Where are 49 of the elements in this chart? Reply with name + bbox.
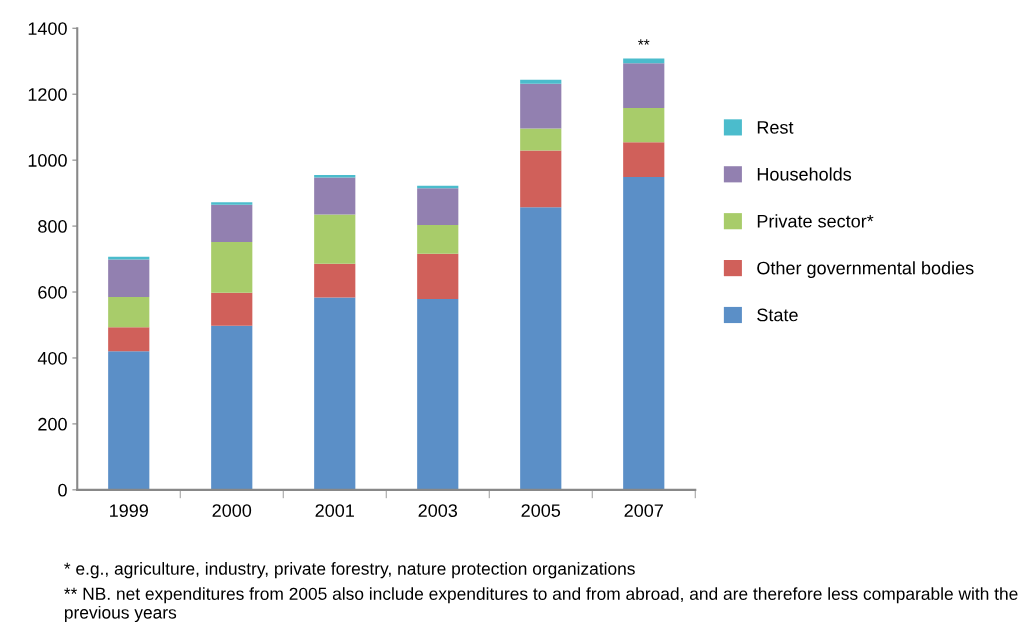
- bar: [417, 225, 459, 254]
- legend-label: Other governmental bodies: [757, 261, 974, 279]
- x-tick-label: 1999: [110, 504, 148, 517]
- y-tick-label: 1000: [28, 154, 67, 167]
- bar: [623, 63, 665, 109]
- bar: [211, 325, 253, 490]
- bar: [623, 142, 665, 177]
- x-tick-label: 2001: [315, 504, 354, 517]
- bar: [108, 259, 150, 297]
- bar: [520, 150, 562, 208]
- x-tick-label: 2000: [212, 504, 252, 517]
- x-tick-label: 2007: [624, 504, 663, 517]
- text: ** NB. net expenditures from 2005 also include expenditures to and from abroad, and are therefore less comparable with the previous years: [64, 587, 1018, 623]
- legend-label: Private sector*: [757, 214, 874, 228]
- bar: [520, 128, 562, 151]
- bar: [417, 253, 459, 299]
- bar: [314, 177, 356, 215]
- bar: [211, 202, 253, 205]
- bar: [314, 174, 356, 178]
- bar: [108, 296, 150, 328]
- bar: [108, 351, 150, 490]
- legend-label: Rest: [757, 121, 794, 134]
- bar: [314, 297, 356, 490]
- x-tick-label: 2005: [521, 504, 561, 517]
- bar: [417, 188, 459, 226]
- legend-label: State: [757, 308, 798, 322]
- bar: [417, 298, 459, 490]
- bar: [211, 204, 253, 242]
- y-tick-label: 1200: [28, 88, 67, 101]
- bar: [314, 263, 356, 298]
- y-tick-label: 600: [38, 285, 67, 299]
- bar: [211, 241, 253, 293]
- bar: [108, 327, 150, 352]
- bar: [520, 83, 562, 129]
- y-tick-label: 1400: [28, 22, 67, 35]
- annotation: **: [638, 39, 650, 45]
- x-tick-label: 2003: [418, 504, 458, 517]
- bar: [623, 108, 665, 143]
- legend-label: Households: [757, 167, 852, 181]
- bar: [520, 207, 562, 490]
- y-tick-label: 200: [38, 417, 67, 431]
- y-tick-label: 400: [37, 351, 67, 365]
- y-tick-label: 800: [38, 220, 67, 233]
- text: * e.g., agriculture, industry, private forestry, nature protection organizations: [64, 562, 635, 579]
- bar: [211, 292, 253, 326]
- bar: [623, 176, 665, 490]
- y-tick-label: 0: [58, 483, 67, 497]
- bar: [520, 79, 562, 84]
- bar: [314, 214, 356, 264]
